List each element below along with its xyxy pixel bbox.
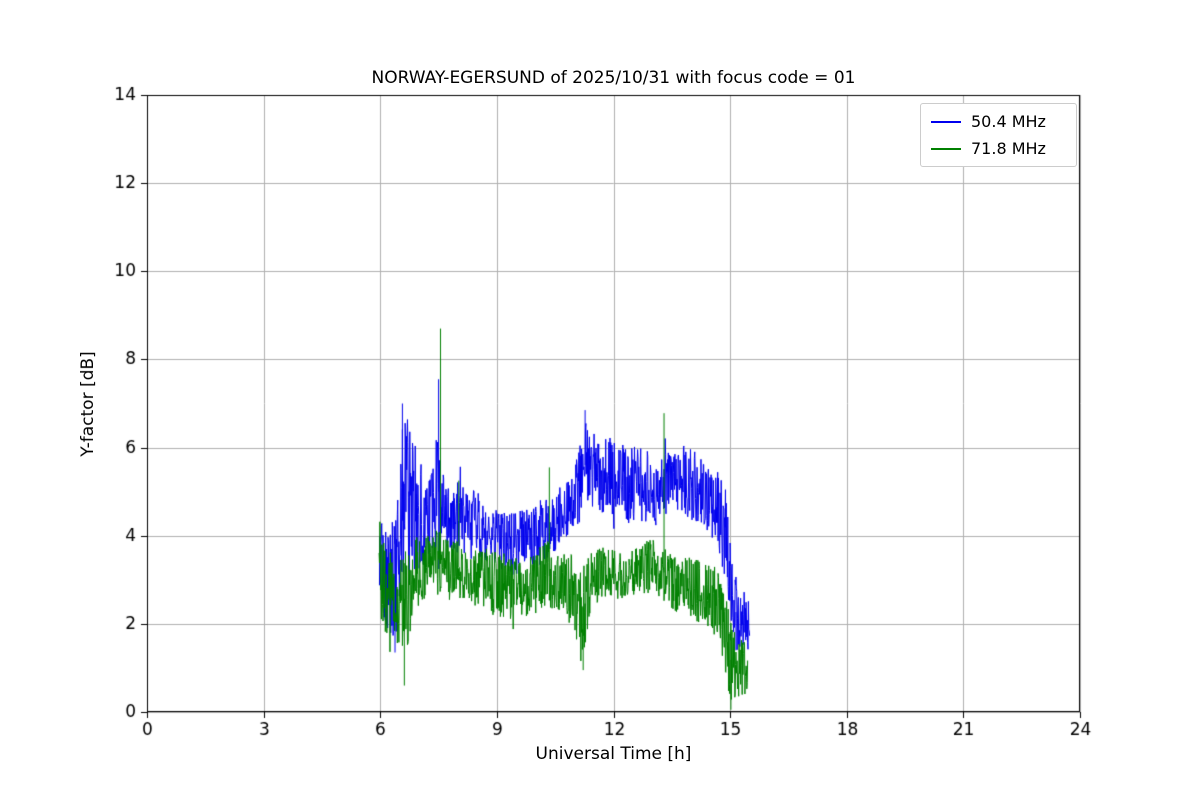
chart-title: NORWAY-EGERSUND of 2025/10/31 with focus… (371, 68, 856, 88)
legend: 50.4 MHz 71.8 MHz (920, 103, 1077, 167)
x-axis-label: Universal Time [h] (535, 744, 692, 764)
legend-item-71-8mhz: 71.8 MHz (931, 139, 1066, 158)
legend-label: 50.4 MHz (971, 112, 1046, 131)
legend-line-sample-green (931, 147, 961, 150)
legend-label: 71.8 MHz (971, 139, 1046, 158)
legend-item-50-4mhz: 50.4 MHz (931, 112, 1066, 131)
legend-line-sample-blue (931, 120, 961, 123)
y-axis-label: Y-factor [dB] (78, 351, 98, 457)
